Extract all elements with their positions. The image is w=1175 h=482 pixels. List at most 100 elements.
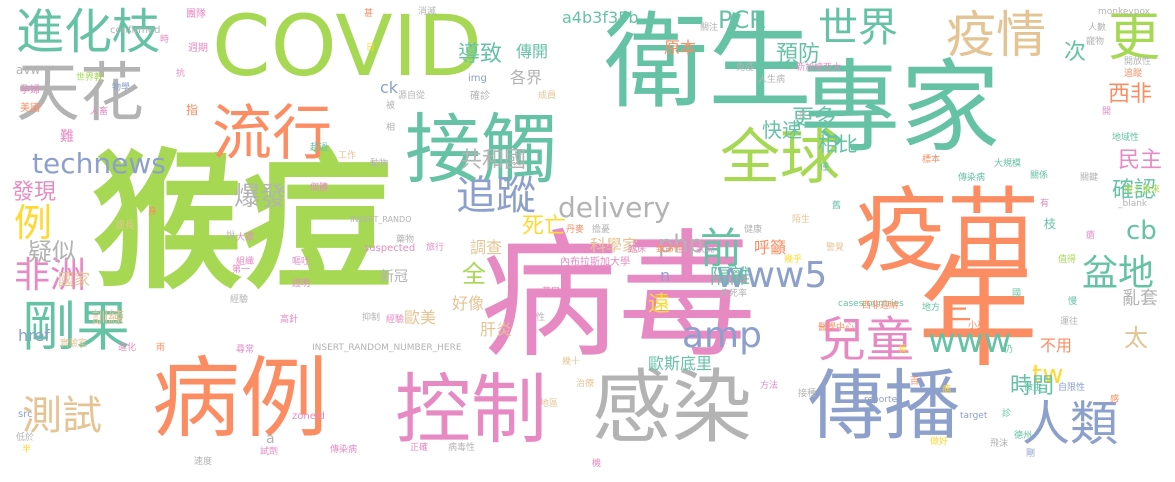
word-infection: 感染: [592, 361, 752, 454]
word-reagent: 試劑: [260, 447, 279, 457]
word-suspected: 疑似: [28, 238, 76, 266]
word-insert-rando: INSERT_RANDO: [350, 215, 412, 224]
word-technews: technews: [32, 147, 166, 180]
word-world: 世界: [818, 5, 898, 51]
word-tw: tw: [1032, 360, 1064, 390]
word-hysteria: 歐斯底里: [648, 354, 713, 373]
word-nature: 性: [536, 313, 546, 323]
word-ghana: 西非迦納: [862, 301, 899, 311]
word-time-char: 時: [160, 35, 170, 45]
word-time: 時間: [1010, 374, 1055, 399]
word-alert: 警覺: [826, 243, 845, 253]
word-countries: countries: [862, 299, 904, 309]
word-delivery: delivery: [558, 191, 671, 224]
word-medical-center: 醫學中心: [818, 323, 855, 333]
word-trace: 追蹤: [456, 173, 536, 219]
word-nation: 國: [1012, 289, 1022, 299]
word-cases: 病例: [152, 347, 329, 450]
word-rain: 雨: [156, 343, 166, 353]
word-anti: 抗: [176, 69, 186, 79]
word-suspected-en: suspected: [364, 243, 416, 254]
word-death: 死亡: [522, 214, 567, 239]
word-situation: 狀況: [696, 245, 715, 255]
word-by: 被: [386, 101, 396, 111]
word-denmark: 丹麥: [566, 225, 585, 235]
word-high-needle: 高針: [280, 315, 299, 325]
word-www5: www5: [716, 255, 828, 296]
word-democracy: 民主: [1118, 148, 1163, 173]
word-west-africa: 西非: [1108, 82, 1153, 107]
word-droplet: 飛沫: [990, 439, 1009, 449]
word-investigate: 調查: [470, 238, 503, 257]
word-diagnose: 診: [1002, 409, 1012, 419]
word-attention: 關注: [700, 23, 719, 33]
word-ready: 做好: [930, 437, 949, 447]
word-derived: 源自從: [398, 91, 426, 101]
word-all: 全: [462, 260, 486, 288]
word-dozens: 幾十: [562, 357, 581, 367]
word-day: 日: [366, 43, 376, 53]
word-vaccine: 疫苗: [855, 178, 1040, 285]
word-long: 長: [898, 345, 908, 355]
word-health: 衛生: [604, 1, 813, 123]
word-eradicate: 消滅: [418, 7, 437, 17]
word-sore: 瘡: [1086, 231, 1096, 241]
word-mouth: 帶口: [542, 287, 561, 297]
word-trace2: 追蹤: [1124, 69, 1143, 79]
word-vaccinate: 接種: [798, 389, 817, 399]
word-human: 人類: [1022, 396, 1119, 452]
word-control: 控制: [395, 365, 547, 454]
word-speed: 速度: [194, 457, 213, 467]
word-insert-random: INSERT_RANDOM_NUMBER_HERE: [312, 343, 462, 353]
word-africa: 非洲: [14, 255, 87, 296]
word-just: 剛: [1026, 449, 1036, 459]
word-confirmed: confirmed: [110, 25, 161, 36]
word-monkeypox: 猴痘: [92, 136, 393, 310]
word-virus: 病毒: [480, 216, 757, 377]
word-pets: 寵物: [1086, 37, 1105, 47]
word-contact: 接觸: [405, 105, 557, 194]
word-branch: 枝: [1044, 217, 1057, 231]
word-n: n: [660, 266, 671, 285]
word-basin: 盆地: [1082, 253, 1155, 294]
word-open: 開: [1102, 107, 1112, 117]
word-singapore: 新加坡亞太: [796, 63, 842, 73]
word-more: 更: [1108, 8, 1161, 68]
word-ck: ck: [380, 78, 399, 97]
word-a: a: [266, 431, 275, 447]
word-hepatitis: 肝炎: [480, 320, 513, 339]
word-chaos: 亂套: [1122, 288, 1158, 309]
word-hash: a4b3f35b: [562, 8, 639, 27]
word-confirm: 確認: [1112, 178, 1157, 203]
word-new-crown: 新冠: [380, 269, 408, 285]
word-discover: 發現: [12, 180, 57, 205]
word-even: 甚: [364, 9, 374, 19]
word-microbe: 微生: [1024, 383, 1043, 393]
word-three: 三: [942, 293, 972, 328]
word-body: 身: [148, 207, 158, 217]
word-infectious: 傳染病: [958, 173, 986, 183]
word-transmission: 傳播: [808, 361, 960, 450]
word-say: 說: [226, 231, 236, 241]
word-disease: 病: [942, 385, 952, 395]
word-human-animal: 人畜: [90, 107, 109, 117]
word-training: 訓練: [92, 308, 125, 327]
word-isolation: 隔離: [710, 264, 750, 288]
word-children: 兒童: [818, 312, 915, 368]
word-experience2: 經驗: [230, 295, 249, 305]
word-cases-en: cases: [838, 299, 864, 309]
word-difficult: 難: [60, 129, 74, 145]
word-lethality: 致命性: [656, 245, 684, 255]
word-public: 大眾: [236, 233, 255, 243]
word-immune: 免疫: [736, 63, 755, 73]
word-stranger: 陌生: [792, 215, 811, 225]
word-ship-to: 運往: [1060, 317, 1079, 327]
word-fast: 快速: [762, 118, 802, 142]
word-comeback: 捲土重來: [1124, 185, 1161, 195]
word-contagion: 傳染病: [330, 445, 358, 455]
word-cause: 導致: [458, 42, 503, 67]
word-all-sectors: 各界: [510, 68, 543, 87]
word-experience: 經驗: [386, 315, 405, 325]
word-euro-us: 歐美: [404, 308, 437, 327]
